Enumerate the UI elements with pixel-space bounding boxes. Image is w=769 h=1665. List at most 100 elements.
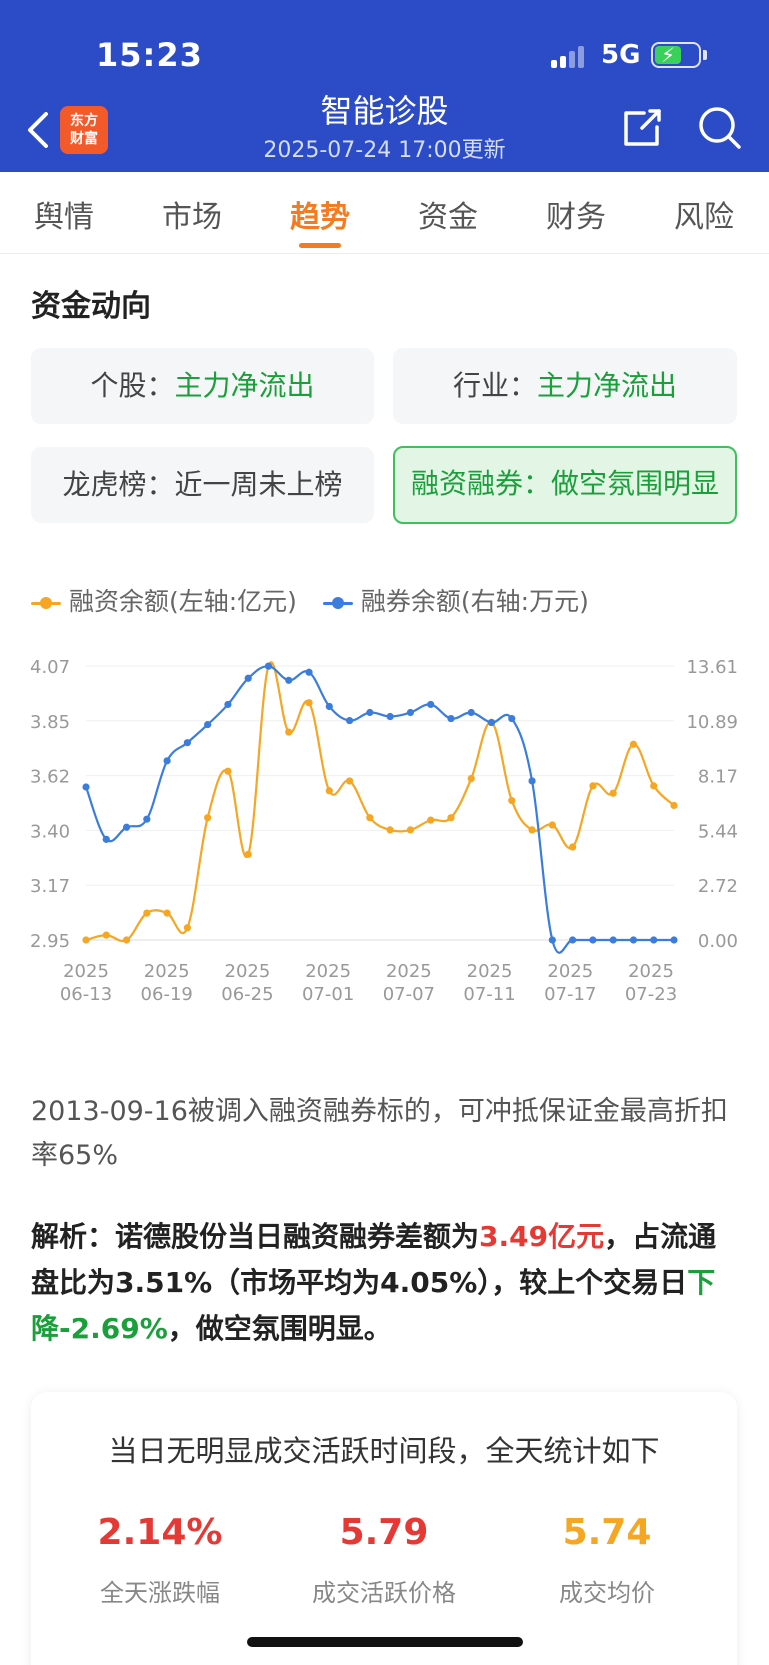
x-tick-label-year: 2025 [63, 961, 109, 982]
lending-point [264, 662, 273, 670]
right-axis-tick-label: 10.89 [686, 712, 738, 733]
tab-funds[interactable]: 资金 [418, 200, 478, 235]
margin-balance-chart: 4.07 13.61 3.85 10.89 3.62 8.17 3.40 5.44 3.17 2.… [30, 657, 738, 1005]
x-tick-label-date: 07-11 [463, 984, 515, 1005]
tab-risk[interactable]: 风险 [674, 200, 734, 235]
lending-point [528, 777, 536, 785]
tab-bar: 舆情 市场 趋势 资金 财务 风险 [0, 172, 769, 254]
x-tick-label-date: 07-07 [383, 984, 435, 1005]
financing-point [406, 826, 415, 834]
lending-point [467, 708, 475, 717]
financing-point [102, 931, 110, 939]
financing-point [345, 777, 354, 785]
financing-point [183, 924, 191, 932]
card-value: 主力净流出 [537, 369, 678, 402]
lending-point [82, 783, 90, 791]
lending-point [589, 936, 597, 944]
daily-stats-card: 当日无明显成交活跃时间段，全天统计如下 2.14% 全天涨跌幅 5.79 成交活… [31, 1392, 737, 1665]
card-value: 做空氛围明显 [551, 467, 720, 500]
x-tick-label-date: 06-25 [221, 984, 273, 1005]
stat-active-price: 5.79 成交活跃价格 [274, 1512, 494, 1608]
stat-average-price: 5.74 成交均价 [497, 1512, 717, 1608]
financing-point [670, 801, 678, 810]
financing-point [386, 826, 394, 834]
lending-point [285, 676, 293, 684]
financing-point [427, 816, 435, 824]
search-icon[interactable] [696, 104, 744, 152]
financing-point [325, 787, 333, 795]
section-title: 资金动向 [31, 289, 151, 324]
share-icon[interactable] [620, 106, 664, 150]
stat-value: 5.79 [339, 1512, 429, 1553]
lending-point [122, 823, 131, 831]
x-tick-label-date: 06-19 [141, 984, 193, 1005]
card-key: 个股： [90, 369, 175, 402]
x-tick-label-year: 2025 [305, 961, 351, 982]
home-indicator[interactable] [247, 1637, 523, 1647]
legend-securities-lending[interactable]: 融券余额(右轴:万元) [322, 582, 589, 618]
lending-point [244, 674, 252, 682]
stat-label: 全天涨跌幅 [100, 1579, 220, 1607]
financing-point [528, 826, 536, 834]
x-tick-label-date: 06-13 [60, 984, 112, 1005]
tab-finance[interactable]: 财务 [546, 200, 606, 235]
legend-lending-marker [322, 597, 353, 609]
card-value: 主力净流出 [174, 369, 315, 402]
tab-sentiment[interactable]: 舆情 [34, 200, 94, 235]
financing-point [589, 782, 597, 790]
lending-point [609, 936, 617, 944]
financing-point [548, 821, 556, 829]
card-key: 行业： [452, 369, 537, 402]
lending-point [508, 714, 516, 723]
financing-point [204, 814, 212, 822]
lending-point [447, 714, 455, 723]
financing-point [244, 850, 252, 858]
financing-point [224, 767, 232, 775]
right-axis-tick-label: 13.61 [686, 657, 738, 678]
financing-point [569, 843, 577, 851]
left-axis-tick-label: 3.85 [30, 712, 70, 733]
analysis-text-2: ，占流通盘比为3.51%（市场平均为4.05%），较上个交易日 [31, 1220, 717, 1299]
card-key: 龙虎榜： [62, 468, 175, 501]
lending-point [548, 936, 556, 944]
tab-trend[interactable]: 趋势 [290, 200, 350, 235]
back-arrow-icon[interactable] [24, 108, 52, 152]
legend-financing-marker [31, 597, 61, 609]
lending-point [325, 702, 333, 711]
card-industry-flow[interactable]: 行业：主力净流出 [393, 348, 737, 424]
legend-financing[interactable]: 融资余额(左轴:亿元) [31, 582, 297, 618]
analysis-text-1: 解析：诺德股份当日融资融券差额为 [31, 1220, 480, 1253]
left-axis-tick-label: 2.95 [30, 931, 70, 952]
card-margin-trading[interactable]: 融资融券：做空氛围明显 [393, 446, 737, 524]
lending-point [163, 757, 171, 765]
lending-point [487, 718, 496, 727]
financing-point [163, 909, 171, 917]
lending-point [305, 668, 313, 676]
lending-point [406, 708, 415, 717]
chart-legend: 融资余额(左轴:亿元) 融券余额(右轴:万元) [31, 582, 607, 618]
financing-point [650, 782, 658, 790]
lending-point [650, 936, 658, 944]
card-dragon-tiger[interactable]: 龙虎榜：近一周未上榜 [31, 447, 374, 523]
battery-icon: ⚡ [651, 42, 701, 68]
x-tick-label-date: 07-01 [302, 984, 354, 1005]
tab-market[interactable]: 市场 [162, 200, 222, 235]
network-label: 5G [601, 40, 641, 70]
legend-lending-label: 融券余额(右轴:万元) [360, 587, 589, 616]
analysis-amount: 3.49亿元 [479, 1220, 605, 1253]
lending-point [386, 712, 394, 721]
stat-label: 成交活跃价格 [312, 1579, 456, 1607]
app-logo: 东方 财富 [60, 106, 108, 154]
analysis-text-3: ，做空氛围明显。 [167, 1312, 392, 1345]
financing-point [629, 740, 638, 748]
card-stock-flow[interactable]: 个股：主力净流出 [31, 348, 374, 424]
x-tick-label-year: 2025 [144, 961, 190, 982]
legend-financing-label: 融资余额(左轴:亿元) [69, 587, 297, 616]
financing-point [285, 728, 293, 736]
x-tick-label-year: 2025 [628, 961, 674, 982]
x-tick-label-year: 2025 [547, 961, 593, 982]
logo-line1: 东方 [70, 113, 98, 129]
active-tab-indicator [299, 243, 341, 248]
financing-balance-line [85, 661, 675, 943]
logo-line2: 财富 [70, 131, 98, 147]
